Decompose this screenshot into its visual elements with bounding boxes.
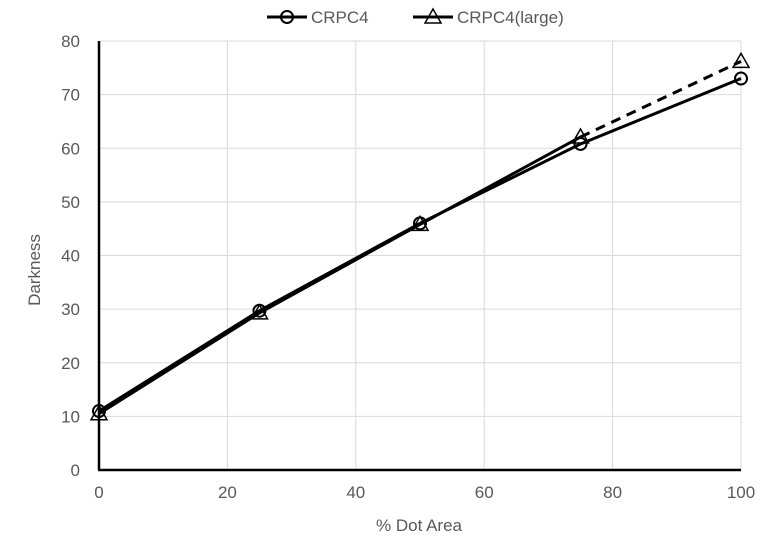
y-tick-label: 50	[61, 193, 80, 212]
data-point-triangle	[89, 404, 109, 421]
legend-circle-marker	[280, 10, 294, 24]
data-point-triangle	[731, 51, 751, 69]
x-tick-label: 100	[727, 483, 755, 502]
legend: CRPC4 CRPC4(large)	[267, 7, 564, 27]
series-line-segment	[98, 309, 261, 413]
y-tick-label: 80	[61, 32, 80, 51]
y-tick-label: 0	[71, 461, 80, 480]
y-tick-label: 60	[61, 139, 80, 158]
y-tick-label: 40	[61, 247, 80, 266]
y-tick-label: 70	[61, 86, 80, 105]
x-tick-label: 0	[94, 483, 103, 502]
data-point-triangle	[410, 214, 430, 232]
x-tick-label: 80	[603, 483, 622, 502]
legend-label: CRPC4	[311, 8, 369, 27]
grid-layer	[99, 40, 742, 470]
legend-label: CRPC4(large)	[457, 8, 564, 27]
data-point-circle	[734, 71, 748, 86]
series-line-segment	[258, 223, 421, 315]
legend-item-crpc4: CRPC4	[267, 8, 369, 27]
x-axis-title: % Dot Area	[376, 516, 463, 535]
x-tick-label: 40	[346, 483, 365, 502]
legend-triangle-marker	[423, 7, 443, 24]
data-point-triangle	[571, 127, 590, 144]
series-crpc4	[92, 71, 748, 419]
series-crpc4-large	[89, 51, 751, 421]
legend-item-crpc4-large: CRPC4(large)	[413, 7, 564, 27]
y-tick-label: 20	[61, 354, 80, 373]
series-line-segment	[98, 311, 261, 415]
series-line-segment	[419, 135, 582, 226]
axes-layer: 0 10 20 30 40 50 60 70 80 0 20 40 60 80 100	[61, 32, 755, 502]
data-point-triangle	[250, 303, 269, 320]
x-tick-label: 60	[475, 483, 494, 502]
series-line-segment	[579, 60, 742, 139]
y-tick-label: 30	[61, 300, 80, 319]
y-axis-title: Darkness	[25, 234, 44, 306]
series-line-segment	[579, 77, 742, 146]
series-layer	[89, 51, 751, 421]
y-tick-label: 10	[61, 407, 80, 426]
x-tick-label: 20	[218, 483, 237, 502]
